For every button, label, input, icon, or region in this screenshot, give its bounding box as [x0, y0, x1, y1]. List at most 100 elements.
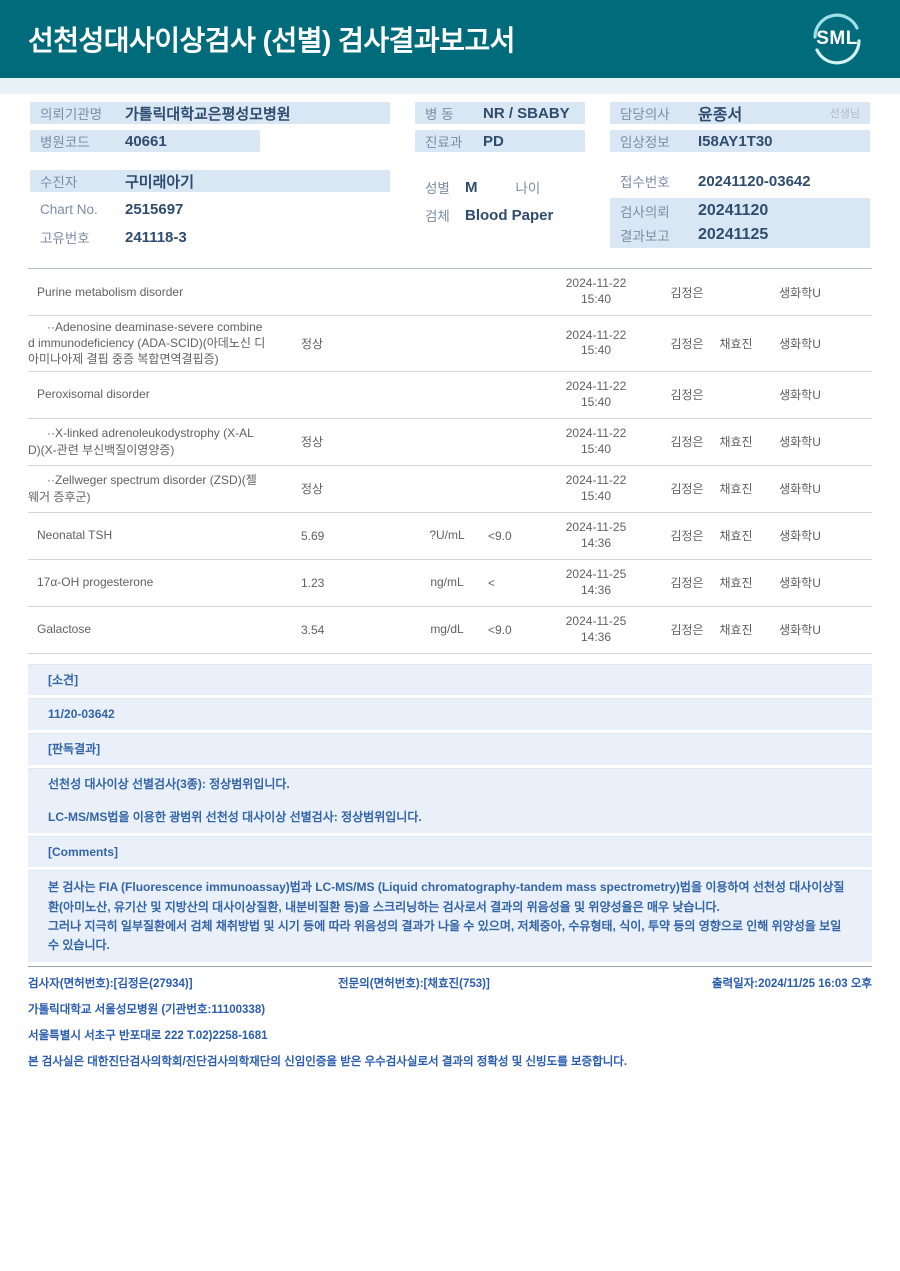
report-title: 선천성대사이상검사 (선별) 검사결과보고서	[28, 25, 515, 56]
technician-name: 김정은	[670, 529, 704, 544]
request-date-value: 20241120	[698, 202, 769, 219]
pathologist-name: 채효진	[719, 482, 753, 497]
patient-name-value: 구미래아기	[125, 173, 195, 191]
test-result: 3.54	[301, 622, 325, 637]
results-table: Purine metabolism disorder 2024-11-22 15…	[28, 268, 872, 654]
patient-info-section: 의뢰기관명 가톨릭대학교은평성모병원 병원코드 40661 수진자 구미래아기 …	[0, 102, 900, 254]
table-row: Peroxisomal disorder 2024-11-22 15:40 김정…	[28, 372, 872, 419]
technician-name: 김정은	[670, 285, 704, 300]
test-date: 2024-11-22	[565, 378, 627, 393]
attending-doctor-label: 담당의사	[620, 107, 670, 122]
test-time: 15:40	[580, 488, 612, 503]
hospital-code-value: 40661	[125, 132, 167, 150]
spacer	[30, 158, 390, 170]
test-date: 2024-11-25	[565, 519, 627, 534]
lab-section: 생화학U	[779, 388, 821, 403]
test-time: 14:36	[580, 629, 612, 644]
opinion-value: 11/20-03642	[48, 707, 115, 722]
unique-id-label: 고유번호	[40, 231, 90, 246]
test-name: 17α-OH progesterone	[37, 575, 154, 590]
test-unit: ?U/mL	[429, 528, 465, 543]
comments-header: [Comments]	[48, 844, 119, 859]
technician-name: 김정은	[670, 576, 704, 591]
test-date: 2024-11-22	[565, 425, 627, 440]
test-name: Galactose	[37, 622, 92, 637]
technician-name: 김정은	[670, 435, 704, 450]
test-unit: mg/dL	[430, 622, 464, 637]
lab-section: 생화학U	[779, 482, 821, 497]
test-result: 정상	[301, 482, 324, 497]
opinion-header: [소견]	[48, 672, 79, 687]
table-row: Neonatal TSH 5.69 ?U/mL <9.0 2024-11-25 …	[28, 513, 872, 560]
table-row: ··Zellweger spectrum disorder (ZSD)(젤웨거 …	[28, 466, 872, 513]
info-left-column: 의뢰기관명 가톨릭대학교은평성모병원 병원코드 40661 수진자 구미래아기 …	[30, 102, 390, 254]
technician-name: 김정은	[670, 482, 704, 497]
technician-name: 김정은	[670, 388, 704, 403]
test-reference: <9.0	[488, 528, 512, 543]
interpretation-line: LC-MS/MS법을 이용한 광범위 선천성 대사이상 선별검사: 정상범위입니…	[48, 809, 422, 824]
footer-accreditation: 본 검사실은 대한진단검사의학회/진단검사의학재단의 신임인증을 받은 우수검사…	[28, 1056, 628, 1069]
info-middle-column: 병 동 NR / SBABY 진료과 PD 성별 M 나이 검체 Blood P…	[415, 102, 585, 232]
report-footer: 검사자(면허번호):[김정은(27934)] 전문의(면허번호):[채효진(75…	[28, 966, 872, 1069]
test-datetime: 2024-11-22 15:40	[530, 379, 662, 410]
test-time: 15:40	[580, 292, 612, 306]
field-request-date: 검사의뢰 20241120	[610, 200, 870, 222]
test-time: 14:36	[580, 535, 612, 550]
table-row: Galactose 3.54 mg/dL <9.0 2024-11-25 14:…	[28, 607, 872, 654]
attending-doctor-value: 윤종서	[698, 107, 743, 124]
test-unit: ng/mL	[430, 575, 464, 590]
comments-section: [소견] 11/20-03642 [판독결과] 선천성 대사이상 선별검사(3종…	[28, 663, 872, 963]
info-right-column: 담당의사 윤종서 선생님 임상정보 I58AY1T30 접수번호 2024112…	[610, 102, 870, 248]
test-datetime: 2024-11-25 14:36	[530, 520, 662, 551]
lab-section: 생화학U	[779, 285, 821, 300]
lab-section: 생화학U	[779, 529, 821, 544]
department-label: 진료과	[425, 135, 463, 150]
lab-section: 생화학U	[779, 336, 821, 351]
test-datetime: 2024-11-25 14:36	[530, 614, 662, 645]
interpretation-line: 선천성 대사이상 선별검사(3종): 정상범위입니다.	[48, 776, 290, 791]
field-receipt-no: 접수번호 20241120-03642	[610, 170, 870, 192]
spacer	[415, 158, 585, 176]
print-datetime: 출력일자:2024/11/25 16:03 오후	[711, 978, 872, 991]
footer-organization: 가톨릭대학교 서울성모병원 (기관번호:11100338)	[28, 1004, 266, 1017]
test-time: 14:36	[580, 582, 612, 597]
examiner-license: 검사자(면허번호):[김정은(27934)]	[28, 978, 193, 991]
test-name: Peroxisomal disorder	[37, 387, 150, 402]
header-accent-strip	[0, 78, 900, 94]
test-date: 2024-11-22	[565, 327, 627, 342]
test-result: 정상	[301, 336, 324, 351]
comments-line: 본 검사는 FIA (Fluorescence immunoassay)법과 L…	[48, 880, 845, 914]
test-name: Neonatal TSH	[37, 528, 113, 543]
opinion-header-block: [소견]	[28, 663, 872, 696]
footer-signature-row: 검사자(면허번호):[김정은(27934)] 전문의(면허번호):[채효진(75…	[28, 975, 872, 991]
field-request-report-dates: 검사의뢰 20241120 결과보고 20241125	[610, 198, 870, 248]
doctor-honorific: 선생님	[829, 108, 860, 120]
spacer	[610, 158, 870, 170]
field-hospital-code: 병원코드 40661	[30, 130, 260, 152]
test-date: 2024-11-22	[565, 276, 627, 291]
chart-no-value: 2515697	[125, 200, 184, 218]
clinical-info-value: I58AY1T30	[698, 132, 773, 150]
test-date: 2024-11-25	[565, 566, 627, 581]
footer-address: 서울특별시 서초구 반포대로 222 T.02)2258-1681	[28, 1030, 268, 1043]
table-row: Purine metabolism disorder 2024-11-22 15…	[28, 269, 872, 316]
test-result: 정상	[301, 435, 324, 450]
ward-label: 병 동	[425, 107, 454, 122]
unique-id-value: 241118-3	[125, 228, 187, 246]
test-time: 15:40	[580, 441, 612, 456]
ordering-org-value: 가톨릭대학교은평성모병원	[125, 105, 291, 123]
technician-name: 김정은	[670, 623, 704, 638]
hospital-code-label: 병원코드	[40, 135, 90, 150]
field-attending-doctor: 담당의사 윤종서 선생님	[610, 102, 870, 124]
field-sex-age: 성별 M 나이	[415, 176, 585, 198]
test-result: 1.23	[301, 575, 325, 590]
lab-section: 생화학U	[779, 435, 821, 450]
comments-header-block: [Comments]	[28, 835, 872, 868]
test-time: 15:40	[580, 394, 612, 409]
field-unique-id: 고유번호 241118-3	[30, 226, 390, 248]
table-row: ··X-linked adrenoleukodystrophy (X-ALD)(…	[28, 419, 872, 466]
result-report-label: 결과보고	[620, 229, 670, 244]
field-chart-no: Chart No. 2515697	[30, 198, 390, 220]
lab-section: 생화학U	[779, 623, 821, 638]
